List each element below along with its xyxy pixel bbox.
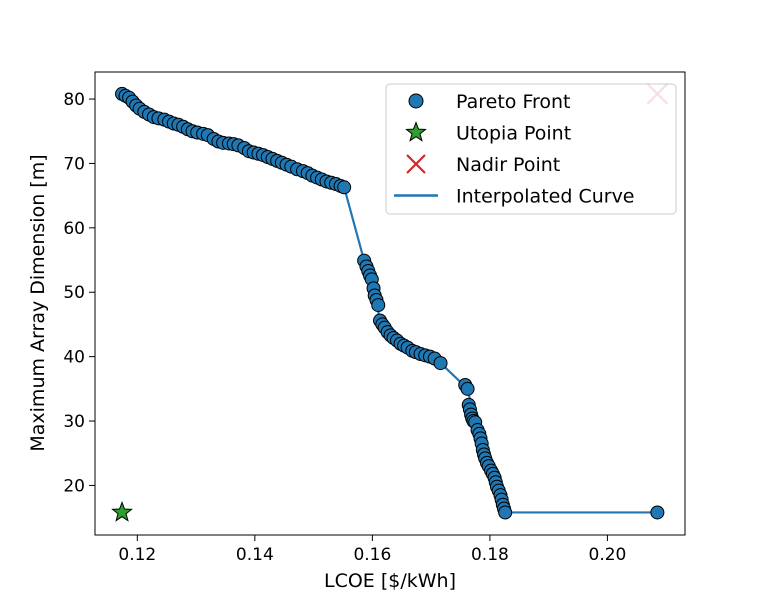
- y-axis-label: Maximum Array Dimension [m]: [27, 154, 49, 451]
- legend-entry: Interpolated Curve: [394, 186, 635, 208]
- legend-entry: Nadir Point: [406, 154, 560, 176]
- legend-box: [385, 83, 677, 215]
- y-tick-label: 40: [63, 348, 85, 368]
- legend-label: Nadir Point: [456, 154, 560, 176]
- pareto-point: [371, 298, 386, 313]
- x-tick-label: 0.12: [118, 545, 156, 565]
- y-tick-label: 30: [63, 412, 85, 432]
- pareto-point: [460, 381, 475, 396]
- legend-entry: Pareto Front: [408, 91, 571, 113]
- x-axis-ticks: 0.12 0.14 0.16 0.18 0.20: [118, 535, 626, 565]
- pareto-point: [650, 505, 665, 520]
- y-tick-label: 60: [63, 219, 85, 239]
- pareto-points-layer: [115, 86, 665, 520]
- x-tick-label: 0.20: [589, 545, 627, 565]
- x-tick-label: 0.14: [236, 545, 274, 565]
- x-tick-label: 0.16: [353, 545, 391, 565]
- pareto-point: [433, 356, 448, 371]
- pareto-point: [337, 180, 352, 195]
- legend-entry: Utopia Point: [405, 121, 571, 145]
- y-axis-ticks: 20 30 40 50 60 70 80: [63, 90, 95, 496]
- legend-marker-x: [406, 154, 426, 174]
- legend-label: Pareto Front: [456, 91, 571, 113]
- y-tick-label: 20: [63, 476, 85, 496]
- y-tick-label: 70: [63, 154, 85, 174]
- utopia-point: [111, 501, 133, 522]
- legend-label: Interpolated Curve: [456, 186, 635, 208]
- x-tick-label: 0.18: [471, 545, 509, 565]
- pareto-point: [498, 505, 513, 520]
- y-tick-label: 80: [63, 90, 85, 110]
- legend-marker-circle: [408, 93, 424, 109]
- legend-marker-star: [405, 121, 427, 142]
- legend: Pareto Front Utopia Point Nadir Point Inter…: [385, 83, 677, 215]
- x-axis-label: LCOE [$/kWh]: [324, 570, 456, 592]
- y-tick-label: 50: [63, 283, 85, 303]
- legend-label: Utopia Point: [456, 123, 571, 145]
